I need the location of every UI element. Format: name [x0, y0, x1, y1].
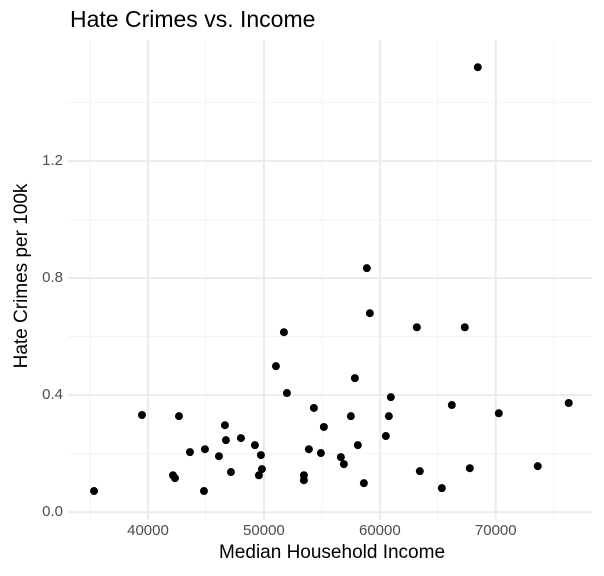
x-tick-label: 70000 — [475, 522, 517, 539]
point — [226, 468, 235, 477]
point — [339, 460, 348, 469]
point — [221, 436, 230, 445]
point — [353, 441, 362, 450]
point — [564, 398, 573, 407]
point — [199, 487, 208, 496]
point — [90, 487, 99, 496]
point — [365, 309, 374, 318]
point — [220, 421, 229, 430]
point — [316, 449, 325, 458]
point — [214, 452, 223, 461]
point — [533, 462, 542, 471]
point — [304, 445, 313, 454]
point — [279, 328, 288, 337]
point — [346, 412, 355, 421]
point — [415, 467, 424, 476]
point — [271, 362, 280, 371]
grid — [68, 40, 592, 520]
point — [174, 412, 183, 421]
x-tick-label: 40000 — [127, 522, 169, 539]
y-tick-label: 0.4 — [42, 386, 63, 403]
point — [386, 393, 395, 402]
point — [309, 403, 318, 412]
point — [200, 445, 209, 454]
point — [250, 441, 259, 450]
point — [437, 484, 446, 493]
x-tick-label: 50000 — [243, 522, 285, 539]
x-axis-label: Median Household Income — [219, 542, 445, 563]
point — [319, 422, 328, 431]
point — [254, 471, 263, 480]
point — [447, 401, 456, 410]
point — [350, 374, 359, 383]
point — [494, 409, 503, 418]
point — [473, 63, 482, 72]
y-axis-label: Hate Crimes per 100k — [11, 183, 32, 368]
point — [299, 476, 308, 485]
point — [256, 451, 265, 460]
point — [257, 465, 266, 474]
point — [412, 323, 421, 332]
point — [185, 448, 194, 457]
point — [336, 453, 345, 462]
y-tick-label: 1.2 — [42, 152, 63, 169]
y-tick-label: 0.0 — [42, 503, 63, 520]
point — [362, 264, 371, 273]
y-tick-label: 0.8 — [42, 269, 63, 286]
point — [384, 412, 393, 421]
point — [465, 464, 474, 473]
chart-title: Hate Crimes vs. Income — [70, 6, 315, 32]
point — [460, 323, 469, 332]
point — [359, 479, 368, 488]
point — [170, 474, 179, 483]
point — [282, 389, 291, 398]
point — [381, 432, 390, 441]
point — [137, 410, 146, 419]
x-tick-label: 60000 — [359, 522, 401, 539]
point — [236, 434, 245, 443]
